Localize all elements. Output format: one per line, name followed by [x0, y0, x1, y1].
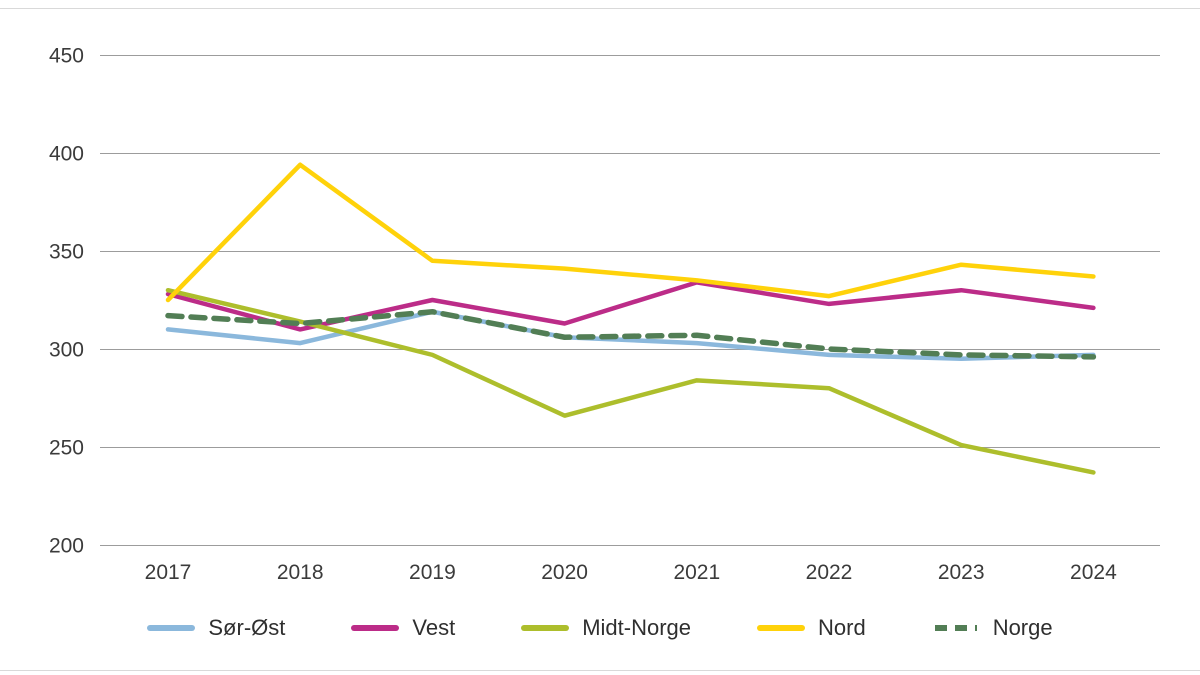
x-tick-label: 2017: [145, 561, 192, 584]
legend-swatch-vest: [351, 625, 400, 631]
y-tick-label: 200: [49, 535, 84, 558]
legend-swatch-sor-ost: [147, 625, 196, 631]
legend-swatch-nord: [757, 625, 805, 631]
x-tick-label: 2022: [806, 561, 853, 584]
series-line-Sør-Øst: [165, 309, 1096, 362]
x-tick-label: 2018: [277, 561, 324, 584]
series-line-Norge: [165, 309, 1097, 360]
x-tick-label: 2021: [673, 561, 720, 584]
legend-label-nord: Nord: [818, 615, 866, 640]
legend-item-sor-ost: Sør-Øst: [147, 617, 285, 639]
x-tick-label: 2023: [938, 561, 985, 584]
legend-label-norge: Norge: [992, 615, 1053, 640]
x-tick-label: 2020: [541, 561, 588, 584]
y-tick-label: 350: [49, 241, 84, 264]
series-line-Nord: [165, 162, 1096, 303]
legend-item-nord: Nord: [757, 617, 866, 639]
series-line-Midt-Norge: [165, 287, 1096, 475]
legend-label-midt-norge: Midt-Norge: [582, 615, 691, 640]
legend-label-sor-ost: Sør-Øst: [208, 615, 286, 640]
legend-item-norge: Norge: [932, 617, 1053, 639]
legend-item-midt-norge: Midt-Norge: [521, 617, 691, 639]
legend-swatch-midt-norge: [521, 625, 570, 631]
y-tick-label: 300: [49, 339, 84, 362]
legend-item-vest: Vest: [351, 617, 455, 639]
series-line-Vest: [165, 280, 1096, 332]
x-tick-label: 2024: [1070, 561, 1117, 584]
y-tick-label: 400: [49, 143, 84, 166]
y-tick-label: 450: [49, 45, 84, 68]
x-tick-label: 2019: [409, 561, 456, 584]
y-tick-label: 250: [49, 437, 84, 460]
chart-legend: Sør-Øst Vest Midt-Norge Nord Norge: [0, 610, 1200, 646]
legend-swatch-norge: [934, 625, 977, 631]
legend-label-vest: Vest: [412, 615, 456, 640]
